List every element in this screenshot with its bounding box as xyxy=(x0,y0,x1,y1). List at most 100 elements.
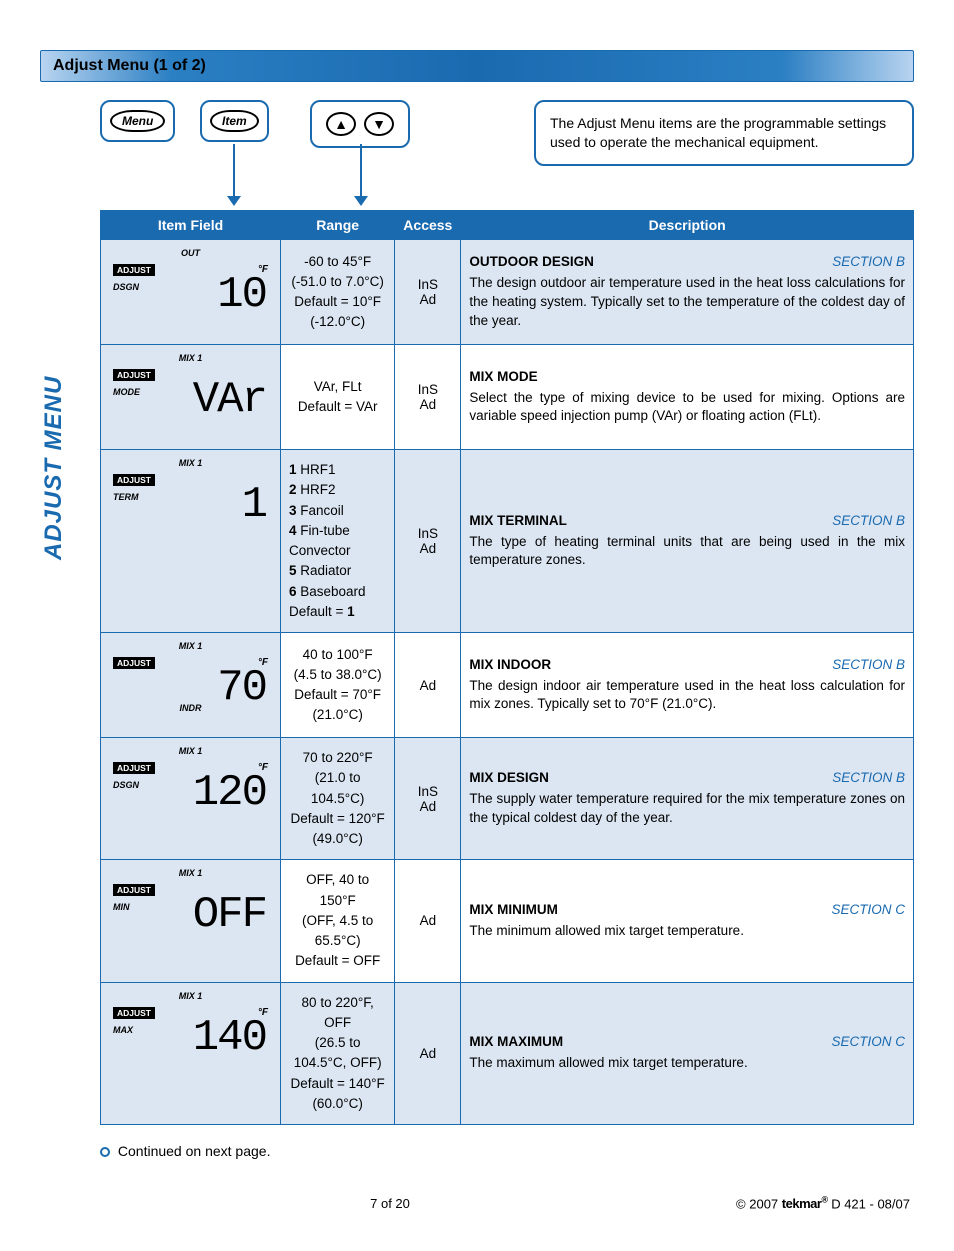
lcd-adjust-badge: ADJUST xyxy=(113,657,155,669)
brand-logo: tekmar® xyxy=(782,1196,828,1211)
table-row: MIX 1ADJUSTMODEVArVAr, FLtDefault = VArI… xyxy=(101,345,914,450)
range-cell: VAr, FLtDefault = VAr xyxy=(281,345,395,450)
access-cell: InSAd xyxy=(395,450,461,633)
lcd-value: VAr xyxy=(193,375,266,425)
item-button-box: Item xyxy=(200,100,269,142)
section-ref: SECTION B xyxy=(832,512,905,531)
info-box: The Adjust Menu items are the programmab… xyxy=(534,100,914,166)
desc-title: OUTDOOR DESIGN xyxy=(469,254,594,269)
button-row: Menu Item ▲ ▼ The Adjust Menu items are … xyxy=(100,100,914,160)
up-arrow-button[interactable]: ▲ xyxy=(326,112,356,136)
copyright: © 2007 xyxy=(736,1196,778,1211)
table-row: MIX 1ADJUSTMINOFFOFF, 40 to 150°F(OFF, 4… xyxy=(101,860,914,982)
table-header-row: Item Field Range Access Description xyxy=(101,211,914,240)
lcd-cell: MIX 1ADJUSTMAX140°F xyxy=(101,982,281,1125)
description-cell: MIX MAXIMUM SECTION C The maximum allowed … xyxy=(461,982,914,1125)
table-row: MIX 1ADJUSTTERM11 HRF12 HRF23 Fancoil4 F… xyxy=(101,450,914,633)
section-ref: SECTION C xyxy=(831,901,905,920)
lcd-top-label: OUT xyxy=(181,248,200,258)
range-cell: 80 to 220°F, OFF(26.5 to 104.5°C, OFF)De… xyxy=(281,982,395,1125)
lcd-sub-label: MAX xyxy=(113,1025,133,1035)
lcd-unit: °F xyxy=(258,657,268,668)
desc-title: MIX INDOOR xyxy=(469,657,551,672)
menu-button-box: Menu xyxy=(100,100,175,142)
col-range: Range xyxy=(281,211,395,240)
lcd-sub-label: MIN xyxy=(113,902,130,912)
page-title: Adjust Menu (1 of 2) xyxy=(53,57,206,74)
table-row: MIX 1 ADJUST DSGN 120°F 70 to 220°F(21.0 to … xyxy=(101,738,914,860)
lcd-unit: °F xyxy=(258,762,268,773)
desc-body: The design indoor air temperature used i… xyxy=(469,677,905,715)
desc-title: MIX MINIMUM xyxy=(469,902,558,917)
lcd-adjust-badge: ADJUST xyxy=(113,884,155,896)
desc-title: MIX MODE xyxy=(469,369,537,384)
desc-body: The supply water temperature required fo… xyxy=(469,790,905,828)
lcd-adjust-badge: ADJUST xyxy=(113,474,155,486)
desc-body: The maximum allowed mix target temperatu… xyxy=(469,1054,905,1073)
lcd-top-label: MIX 1 xyxy=(179,458,203,468)
col-description: Description xyxy=(461,211,914,240)
col-item-field: Item Field xyxy=(101,211,281,240)
section-ref: SECTION B xyxy=(832,253,905,272)
desc-title: MIX MAXIMUM xyxy=(469,1034,563,1049)
access-cell: Ad xyxy=(395,982,461,1125)
footer-right: © 2007 tekmar® D 421 - 08/07 xyxy=(736,1195,910,1211)
lcd-top-label: MIX 1 xyxy=(179,991,203,1001)
lcd-cell: MIX 1 ADJUST TERM 1 xyxy=(101,450,281,633)
continued-text: Continued on next page. xyxy=(118,1143,271,1159)
desc-body: Select the type of mixing device to be u… xyxy=(469,389,905,427)
lcd-value: 120 xyxy=(193,768,266,818)
section-ref: SECTION B xyxy=(832,769,905,788)
lcd-top-label: MIX 1 xyxy=(179,353,203,363)
access-cell: Ad xyxy=(395,633,461,738)
continued-icon xyxy=(100,1147,110,1157)
section-ref: SECTION B xyxy=(832,656,905,675)
section-ref: SECTION C xyxy=(831,1033,905,1052)
item-button[interactable]: Item xyxy=(210,110,259,132)
lcd-adjust-badge: ADJUST xyxy=(113,264,155,276)
down-arrow-button[interactable]: ▼ xyxy=(364,112,394,136)
lcd-top-label: MIX 1 xyxy=(179,868,203,878)
access-cell: InSAd xyxy=(395,240,461,345)
description-cell: MIX TERMINALSECTION BThe type of heating… xyxy=(461,450,914,633)
arrow-button-box: ▲ ▼ xyxy=(310,100,410,148)
description-cell: OUTDOOR DESIGN SECTION B The design outdoo… xyxy=(461,240,914,345)
table-row: MIX 1ADJUSTMAX140°F80 to 220°F, OFF(26.5… xyxy=(101,982,914,1125)
title-bar: Adjust Menu (1 of 2) xyxy=(40,50,914,82)
lcd-sub-label: DSGN xyxy=(113,780,139,790)
lcd-adjust-badge: ADJUST xyxy=(113,762,155,774)
lcd-value: 140 xyxy=(193,1013,266,1063)
range-cell: -60 to 45°F(-51.0 to 7.0°C)Default = 10°… xyxy=(281,240,395,345)
lcd-value: 10 xyxy=(217,270,266,320)
desc-title: MIX DESIGN xyxy=(469,770,549,785)
connector-arrowhead xyxy=(227,196,241,206)
lcd-unit: °F xyxy=(258,1007,268,1018)
lcd-top-label: MIX 1 xyxy=(179,746,203,756)
access-cell: Ad xyxy=(395,860,461,982)
lcd-cell: MIX 1ADJUSTMINOFF xyxy=(101,860,281,982)
access-cell: InSAd xyxy=(395,738,461,860)
col-access: Access xyxy=(395,211,461,240)
desc-body: The design outdoor air temperature used … xyxy=(469,274,905,331)
table-row: OUTADJUSTDSGN10°F-60 to 45°F(-51.0 to 7.… xyxy=(101,240,914,345)
range-cell: 40 to 100°F(4.5 to 38.0°C)Default = 70°F… xyxy=(281,633,395,738)
menu-button[interactable]: Menu xyxy=(110,110,165,132)
connector-arrowhead xyxy=(354,196,368,206)
description-cell: MIX MODE Select the type of mixing device… xyxy=(461,345,914,450)
lcd-sub-label: TERM xyxy=(113,492,139,502)
desc-title: MIX TERMINAL xyxy=(469,513,567,528)
info-text: The Adjust Menu items are the programmab… xyxy=(550,115,886,150)
page-number: 7 of 20 xyxy=(370,1196,410,1211)
lcd-top-label: MIX 1 xyxy=(179,641,203,651)
desc-body: The minimum allowed mix target temperatu… xyxy=(469,922,905,941)
lcd-adjust-badge: ADJUST xyxy=(113,369,155,381)
access-cell: InSAd xyxy=(395,345,461,450)
connector-line xyxy=(233,144,235,200)
lcd-cell: MIX 1ADJUSTINDR70°F xyxy=(101,633,281,738)
description-cell: MIX MINIMUM SECTION C The minimum allowed … xyxy=(461,860,914,982)
side-label: ADJUST MENU xyxy=(40,376,68,560)
lcd-cell: MIX 1ADJUSTMODEVAr xyxy=(101,345,281,450)
lcd-value: 1 xyxy=(242,480,266,530)
lcd-value: 70 xyxy=(217,663,266,713)
range-cell: 70 to 220°F(21.0 to 104.5°C)Default = 12… xyxy=(281,738,395,860)
